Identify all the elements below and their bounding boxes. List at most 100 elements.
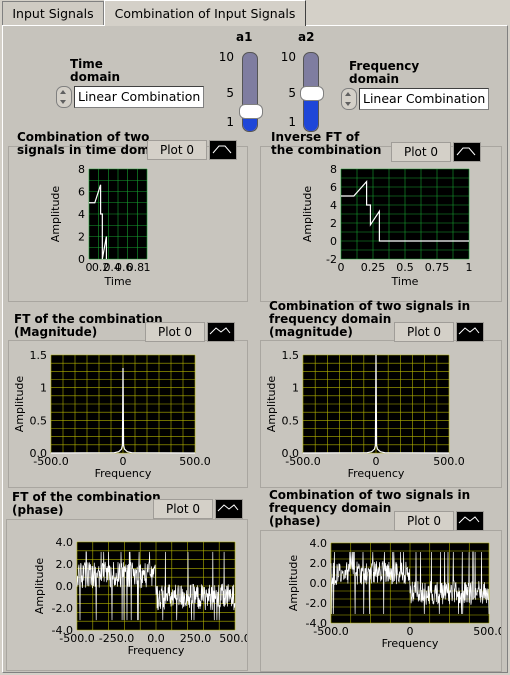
tab-strip: Input Signals Combination of Input Signa… [0,0,510,26]
y-tick-label: 6 [330,181,337,194]
time-domain-label: Time domain [70,57,121,84]
plot-wave-icon [456,322,484,342]
y-tick-label: 0 [78,253,85,266]
series-line [330,551,490,615]
freq-phase-plot[interactable]: -500.0 0 500.0 -4.0 -2.0 0.0 2.0 4.0 Frequency Am… [261,531,505,671]
y-tick-label: 0 [330,235,337,248]
a2-tick-label: 1 [288,115,296,129]
series-line [50,368,196,454]
a1-label: a1 [236,30,253,44]
ring-increment-icon[interactable] [56,86,72,108]
x-tick-label: 0.5 [396,261,414,274]
x-tick-label: 0 [120,455,127,468]
ft-phase-plot[interactable]: -500.0 -250.0 0.0 250.0 500.0 -4.0 -2.0 0.0 2.0 4… [7,520,251,670]
a1-tick-label: 5 [226,86,234,100]
freq-magnitude-graph-title: Combination of two signals in frequency d… [269,299,471,339]
x-tick-label: 0.2 [92,261,110,274]
y-tick-label: 4.0 [310,537,328,550]
plot-wave-icon [456,511,484,531]
a2-slider[interactable]: a2 10 5 1 [274,30,324,136]
time-domain-ring[interactable]: Linear Combination [56,86,205,108]
x-tick-label: 1 [466,261,473,274]
x-axis-label: Frequency [348,467,405,480]
y-tick-label: 0.5 [282,414,300,427]
y-axis-label: Amplitude [33,558,46,615]
a1-slider-thumb[interactable] [239,103,263,119]
y-axis-label: Amplitude [287,555,300,612]
a1-tick-label: 10 [218,50,234,64]
x-tick-label: 0 [86,261,93,274]
y-tick-label: 2 [330,217,337,230]
tab-input-signals[interactable]: Input Signals [2,1,104,25]
ft-magnitude-graph-title: FT of the combination (Magnitude) [14,312,163,339]
x-tick-label: 0 [373,455,380,468]
plot-legend[interactable]: Plot 0 [147,140,237,160]
frequency-domain-label: Frequency domain [349,59,420,86]
ft-phase-graph-title: FT of the combination (phase) [12,490,161,517]
frequency-domain-ring[interactable]: Linear Combination [341,88,490,110]
y-tick-label: -2.0 [306,597,327,610]
y-tick-label: 1 [292,382,299,395]
x-tick-label: 0.6 [115,261,133,274]
plot-legend-label: Plot 0 [391,142,451,162]
y-axis-label: Amplitude [13,376,26,433]
ft-magnitude-plot[interactable]: -500.0 0 500.0 0.0 0.5 1 1.5 Frequency Amplitude [9,341,247,487]
x-tick-label: 0.4 [103,261,121,274]
plot-legend[interactable]: Plot 0 [394,322,484,342]
plot-line-icon [209,140,237,160]
y-tick-label: -4.0 [52,624,73,637]
y-tick-label: 6 [78,186,85,199]
plot-legend[interactable]: Plot 0 [391,142,481,162]
plot-wave-icon [215,499,243,519]
plot-legend-label: Plot 0 [145,322,205,342]
freq-magnitude-plot[interactable]: -500.0 0 500.0 0.0 0.5 1 1.5 Frequency Amplitude [261,341,501,487]
time-domain-graph: 0 0.2 0.4 0.6 0.8 1 0 2 4 6 8 Time Amplitude [8,146,248,302]
x-tick-label: 500.0 [473,625,501,638]
x-tick-label: 250.0 [180,632,212,645]
x-tick-label: -250.0 [99,632,134,645]
y-axis-label: Amplitude [301,186,314,243]
x-tick-label: 500.0 [219,632,247,645]
y-tick-label: 8 [78,163,85,176]
a1-slider-track[interactable] [239,52,263,132]
a2-slider-thumb[interactable] [300,86,324,102]
plot-legend[interactable]: Plot 0 [394,511,484,531]
x-axis-label: Time [391,275,419,288]
a2-slider-track[interactable] [300,52,324,132]
freq-phase-graph-title: Combination of two signals in frequency d… [269,488,471,528]
time-domain-value[interactable]: Linear Combination [74,86,205,108]
x-tick-label: -500.0 [285,455,320,468]
plot-legend[interactable]: Plot 0 [153,499,243,519]
plot-legend[interactable]: Plot 0 [145,322,235,342]
plot-legend-label: Plot 0 [394,322,454,342]
y-tick-label: 4.0 [56,536,74,549]
y-tick-label: -2 [326,253,337,266]
y-tick-label: -2.0 [52,602,73,615]
y-axis-label: Amplitude [265,376,278,433]
x-axis-label: Time [104,275,132,288]
a2-tick-label: 5 [288,86,296,100]
y-tick-label: 1.5 [282,349,300,362]
series-line [341,180,469,242]
a1-slider[interactable]: a1 10 5 1 [218,30,268,136]
y-tick-label: 2.0 [310,557,328,570]
plot-wave-icon [207,322,235,342]
y-tick-label: 0.0 [30,447,48,460]
a2-label: a2 [298,30,315,44]
series-line [76,551,236,621]
freq-magnitude-graph: -500.0 0 500.0 0.0 0.5 1 1.5 Frequency Amplitude [260,340,502,488]
y-tick-label: 1.5 [30,349,48,362]
tab-combination-of-input-signals[interactable]: Combination of Input Signals [104,0,306,26]
ft-magnitude-graph: -500.0 0 500.0 0.0 0.5 1 1.5 Frequency Amplitude [8,340,248,488]
y-tick-label: 8 [330,163,337,176]
x-tick-label: 0.8 [127,261,145,274]
x-tick-label: 0 [407,625,414,638]
ring-increment-icon[interactable] [341,88,357,110]
x-tick-label: 1 [144,261,151,274]
frequency-domain-value[interactable]: Linear Combination [359,88,490,110]
plot-legend-label: Plot 0 [147,140,207,160]
plot-legend-label: Plot 0 [153,499,213,519]
x-axis-label: Frequency [128,644,185,657]
